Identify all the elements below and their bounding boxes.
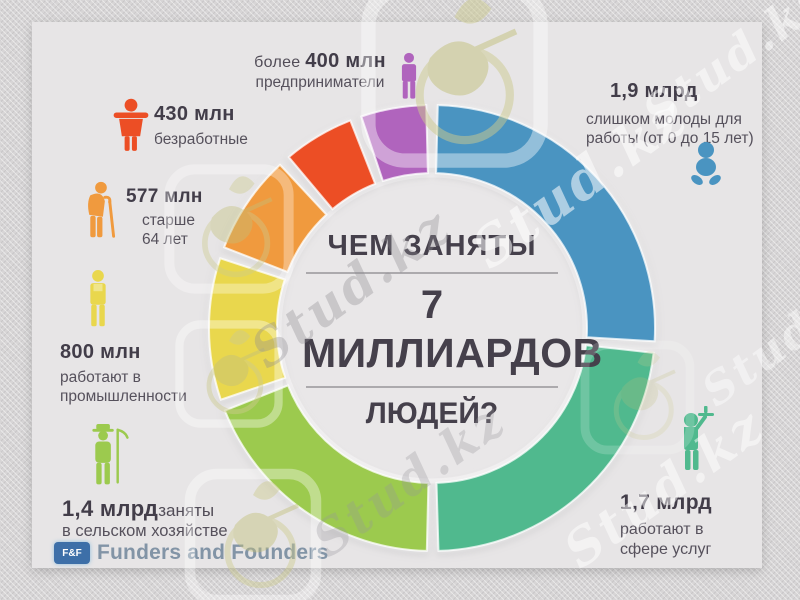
callout-elderly: 577 млн старше 64 лет <box>126 186 203 249</box>
callout-entrepreneurs: более 400 млн предприниматели <box>246 50 394 92</box>
footer-logo: F&F Funders and Founders <box>54 541 329 565</box>
callout-services-label-1: работают в <box>620 521 704 539</box>
brand-name: Funders and Founders <box>97 541 329 564</box>
callout-industry-label-1: работают в <box>60 369 141 386</box>
callout-agriculture-label: в сельском хозяйстве <box>62 522 228 541</box>
callout-agriculture: 1,4 млрдзаняты в сельском хозяйстве <box>62 496 252 542</box>
callout-services-value: 1,7 млрд <box>620 491 712 514</box>
callout-unemployed: 430 млн безработные <box>154 103 248 149</box>
title-divider-top <box>306 272 558 274</box>
callout-entrepreneurs-label: предприниматели <box>255 74 385 91</box>
callout-young-label-2: работы (от 0 до 15 лет) <box>586 130 754 148</box>
callout-agriculture-value: 1,4 млрд <box>62 496 159 521</box>
callout-elderly-value: 577 млн <box>126 186 203 207</box>
callout-young: 1,9 млрд слишком молоды для работы (от 0… <box>586 80 762 148</box>
callout-unemployed-value: 430 млн <box>154 103 235 125</box>
chart-center-title: ЧЕМ ЗАНЯТЫ 7 МИЛЛИАРДОВ ЛЮДЕЙ? <box>302 230 603 431</box>
funders-badge-icon: F&F <box>54 542 90 564</box>
callout-young-value: 1,9 млрд <box>610 80 698 102</box>
title-line-1: ЧЕМ ЗАНЯТЫ <box>327 230 537 262</box>
title-line-2: 7 <box>420 283 444 327</box>
callout-elderly-label-2: 64 лет <box>142 231 188 249</box>
callout-entrepreneurs-prefix: более <box>254 54 306 71</box>
callout-agriculture-suffix: заняты <box>158 501 215 520</box>
callout-industry-label-2: промышленности <box>60 388 187 406</box>
title-line-4: ЛЮДЕЙ? <box>365 397 499 430</box>
callout-industry: 800 млн работают в промышленности <box>60 341 210 406</box>
title-line-3: МИЛЛИАРДОВ <box>302 330 603 376</box>
title-divider-bottom <box>306 386 558 388</box>
callout-young-label-1: слишком молоды для <box>586 111 742 128</box>
callout-industry-value: 800 млн <box>60 341 141 363</box>
callout-unemployed-label: безработные <box>154 131 248 148</box>
callout-services: 1,7 млрд работают в сфере услуг <box>620 491 750 560</box>
callout-entrepreneurs-value: 400 млн <box>305 50 386 72</box>
callout-services-label-2: сфере услуг <box>620 540 712 558</box>
callout-elderly-label-1: старше <box>142 211 195 229</box>
